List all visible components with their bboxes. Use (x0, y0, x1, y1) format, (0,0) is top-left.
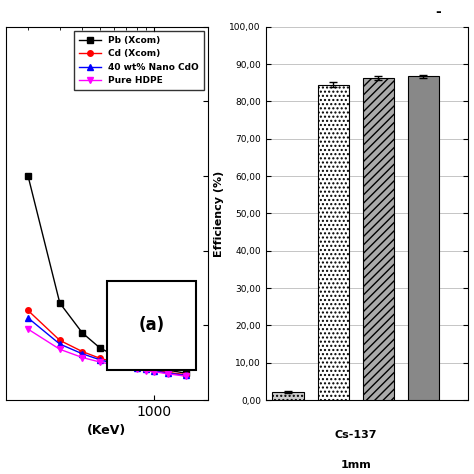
Pure HDPE (111, 362, 117, 368)
Cd (Xcom) (134, 365, 139, 370)
Pure HDPE (143, 368, 149, 374)
Pb (Xcom) (80, 330, 85, 336)
Bar (408, 76, 439, 400)
Line: Cd (Xcom): Cd (Xcom) (25, 308, 189, 377)
Cd (Xcom) (111, 359, 117, 365)
40 wt% Nano CdO (183, 373, 189, 378)
Cd (Xcom) (80, 349, 85, 355)
Pb (Xcom) (57, 300, 63, 306)
Pure HDPE (151, 369, 157, 374)
Pure HDPE (183, 374, 189, 379)
Y-axis label: Efficiency (%): Efficiency (%) (214, 170, 224, 256)
Pb (Xcom) (183, 370, 189, 376)
40 wt% Nano CdO (165, 370, 171, 376)
40 wt% Nano CdO (80, 351, 85, 356)
40 wt% Nano CdO (123, 363, 129, 369)
Cd (Xcom) (151, 367, 157, 373)
40 wt% Nano CdO (25, 315, 31, 321)
Bar (318, 85, 349, 400)
40 wt% Nano CdO (111, 361, 117, 366)
Bar (273, 392, 304, 400)
40 wt% Nano CdO (57, 341, 63, 347)
Cd (Xcom) (165, 370, 171, 375)
Text: Cs-137: Cs-137 (335, 430, 377, 440)
Pb (Xcom) (123, 356, 129, 362)
40 wt% Nano CdO (143, 366, 149, 372)
Pure HDPE (134, 366, 139, 372)
Line: Pb (Xcom): Pb (Xcom) (25, 173, 189, 376)
Pb (Xcom) (134, 360, 139, 365)
Text: 1mm: 1mm (340, 460, 371, 470)
40 wt% Nano CdO (134, 365, 139, 371)
40 wt% Nano CdO (151, 368, 157, 374)
Text: -: - (435, 5, 441, 19)
Pb (Xcom) (151, 365, 157, 370)
Legend: Pb (Xcom), Cd (Xcom), 40 wt% Nano CdO, Pure HDPE: Pb (Xcom), Cd (Xcom), 40 wt% Nano CdO, P… (74, 31, 204, 90)
Pure HDPE (165, 371, 171, 377)
Pb (Xcom) (25, 173, 31, 179)
Cd (Xcom) (57, 337, 63, 343)
Cd (Xcom) (97, 356, 102, 361)
Cd (Xcom) (143, 366, 149, 372)
40 wt% Nano CdO (97, 357, 102, 363)
Pure HDPE (57, 346, 63, 352)
Cd (Xcom) (25, 308, 31, 313)
Pb (Xcom) (97, 345, 102, 351)
Pure HDPE (97, 359, 102, 365)
Bar (363, 78, 394, 400)
Line: 40 wt% Nano CdO: 40 wt% Nano CdO (25, 315, 189, 378)
Pb (Xcom) (165, 367, 171, 373)
Cd (Xcom) (123, 362, 129, 368)
Pb (Xcom) (111, 353, 117, 358)
Pure HDPE (80, 355, 85, 360)
Line: Pure HDPE: Pure HDPE (25, 327, 189, 379)
Pb (Xcom) (143, 362, 149, 368)
Cd (Xcom) (183, 372, 189, 377)
Pure HDPE (25, 326, 31, 332)
Text: (a): (a) (138, 317, 164, 335)
Pure HDPE (123, 365, 129, 370)
FancyBboxPatch shape (107, 281, 196, 370)
X-axis label: (KeV): (KeV) (87, 424, 127, 438)
